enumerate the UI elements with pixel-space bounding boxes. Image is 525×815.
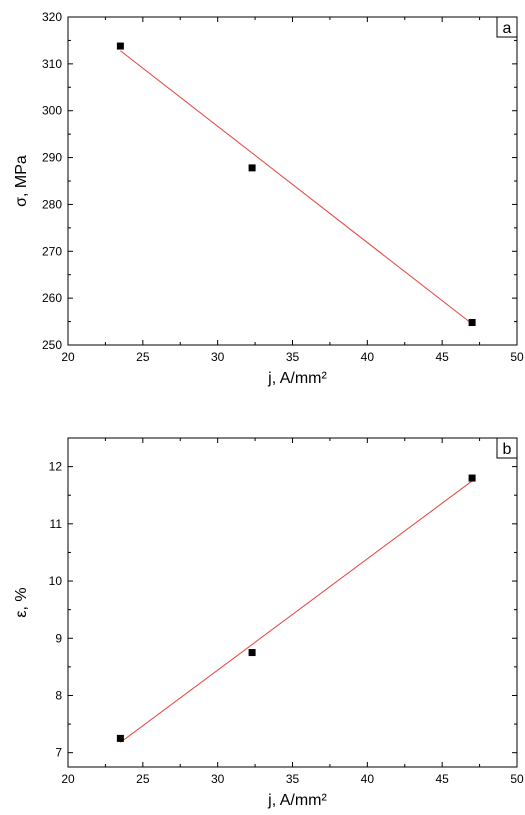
panel-b-panel-label: b xyxy=(503,441,512,458)
panel-b-fit-line xyxy=(120,480,473,743)
panel-a-fit-line xyxy=(120,50,473,325)
panel-a-x-tick-label: 20 xyxy=(61,350,75,364)
panel-a-data-point xyxy=(248,164,256,172)
panel-a-y-tick-label: 290 xyxy=(42,151,62,165)
panel-b-panel-label-box xyxy=(496,437,518,459)
panel-b-chart: 20 25 30 35 40 45 50 7 8 9 10 11 12 j, A/mm² ε, % b xyxy=(13,437,524,809)
panel-a-y-tick-label: 280 xyxy=(42,197,62,211)
panel-b-x-tick-label: 35 xyxy=(286,772,300,786)
panel-a-x-tick-label: 30 xyxy=(211,350,225,364)
panel-b-y-tick-label: 12 xyxy=(49,460,63,474)
panel-b-x-tick-label: 25 xyxy=(136,772,150,786)
panel-a-x-tick-label: 40 xyxy=(361,350,375,364)
panel-b-plot-frame xyxy=(67,437,518,768)
panel-a-x-tick-label: 45 xyxy=(435,350,449,364)
panel-b-data-point xyxy=(248,649,256,657)
panel-b-x-tick-label: 45 xyxy=(435,772,449,786)
panel-a-data-point xyxy=(116,42,124,50)
panel-b-x-tick-label: 20 xyxy=(61,772,75,786)
panel-a-y-tick-label: 320 xyxy=(42,10,62,24)
panel-a-plot-frame xyxy=(67,16,518,346)
panel-a-panel-label: a xyxy=(503,20,512,37)
panel-a-x-tick-label: 35 xyxy=(286,350,300,364)
panel-a-chart: 20 25 30 35 40 45 50 250 260 270 280 290 300 310 320 j,… xyxy=(13,10,524,387)
panel-b-x-tick-label: 50 xyxy=(510,772,524,786)
panel-a-x-axis-label: j, A/mm² xyxy=(267,370,327,387)
panel-b-y-tick-label: 10 xyxy=(49,574,63,588)
panel-a-y-tick-label: 300 xyxy=(42,104,62,118)
panel-b-y-tick-label: 9 xyxy=(55,631,62,645)
panel-a-y-axis-label: σ, MPa xyxy=(13,155,30,207)
panel-b-x-tick-label: 30 xyxy=(211,772,225,786)
panel-b-data-point xyxy=(468,474,476,482)
panel-b-y-tick-label: 7 xyxy=(55,746,62,760)
panel-b-x-tick-label: 40 xyxy=(361,772,375,786)
panel-b-y-tick-label: 8 xyxy=(55,688,62,702)
panel-b-y-tick-label: 11 xyxy=(50,517,63,531)
panel-a-y-tick-label: 270 xyxy=(42,244,62,258)
panel-a-x-tick-label: 50 xyxy=(510,350,524,364)
panel-a-panel-label-box xyxy=(496,16,518,38)
panel-b-y-axis-label: ε, % xyxy=(13,587,30,617)
panel-b-x-axis-label: j, A/mm² xyxy=(267,792,327,809)
panel-b-data-point xyxy=(116,734,124,742)
panel-a-y-tick-label: 260 xyxy=(42,291,62,305)
panel-a-y-tick-label: 250 xyxy=(42,338,62,352)
panel-a-x-tick-label: 25 xyxy=(136,350,150,364)
panel-a-y-tick-label: 310 xyxy=(42,57,62,71)
panel-a-data-point xyxy=(468,319,476,327)
